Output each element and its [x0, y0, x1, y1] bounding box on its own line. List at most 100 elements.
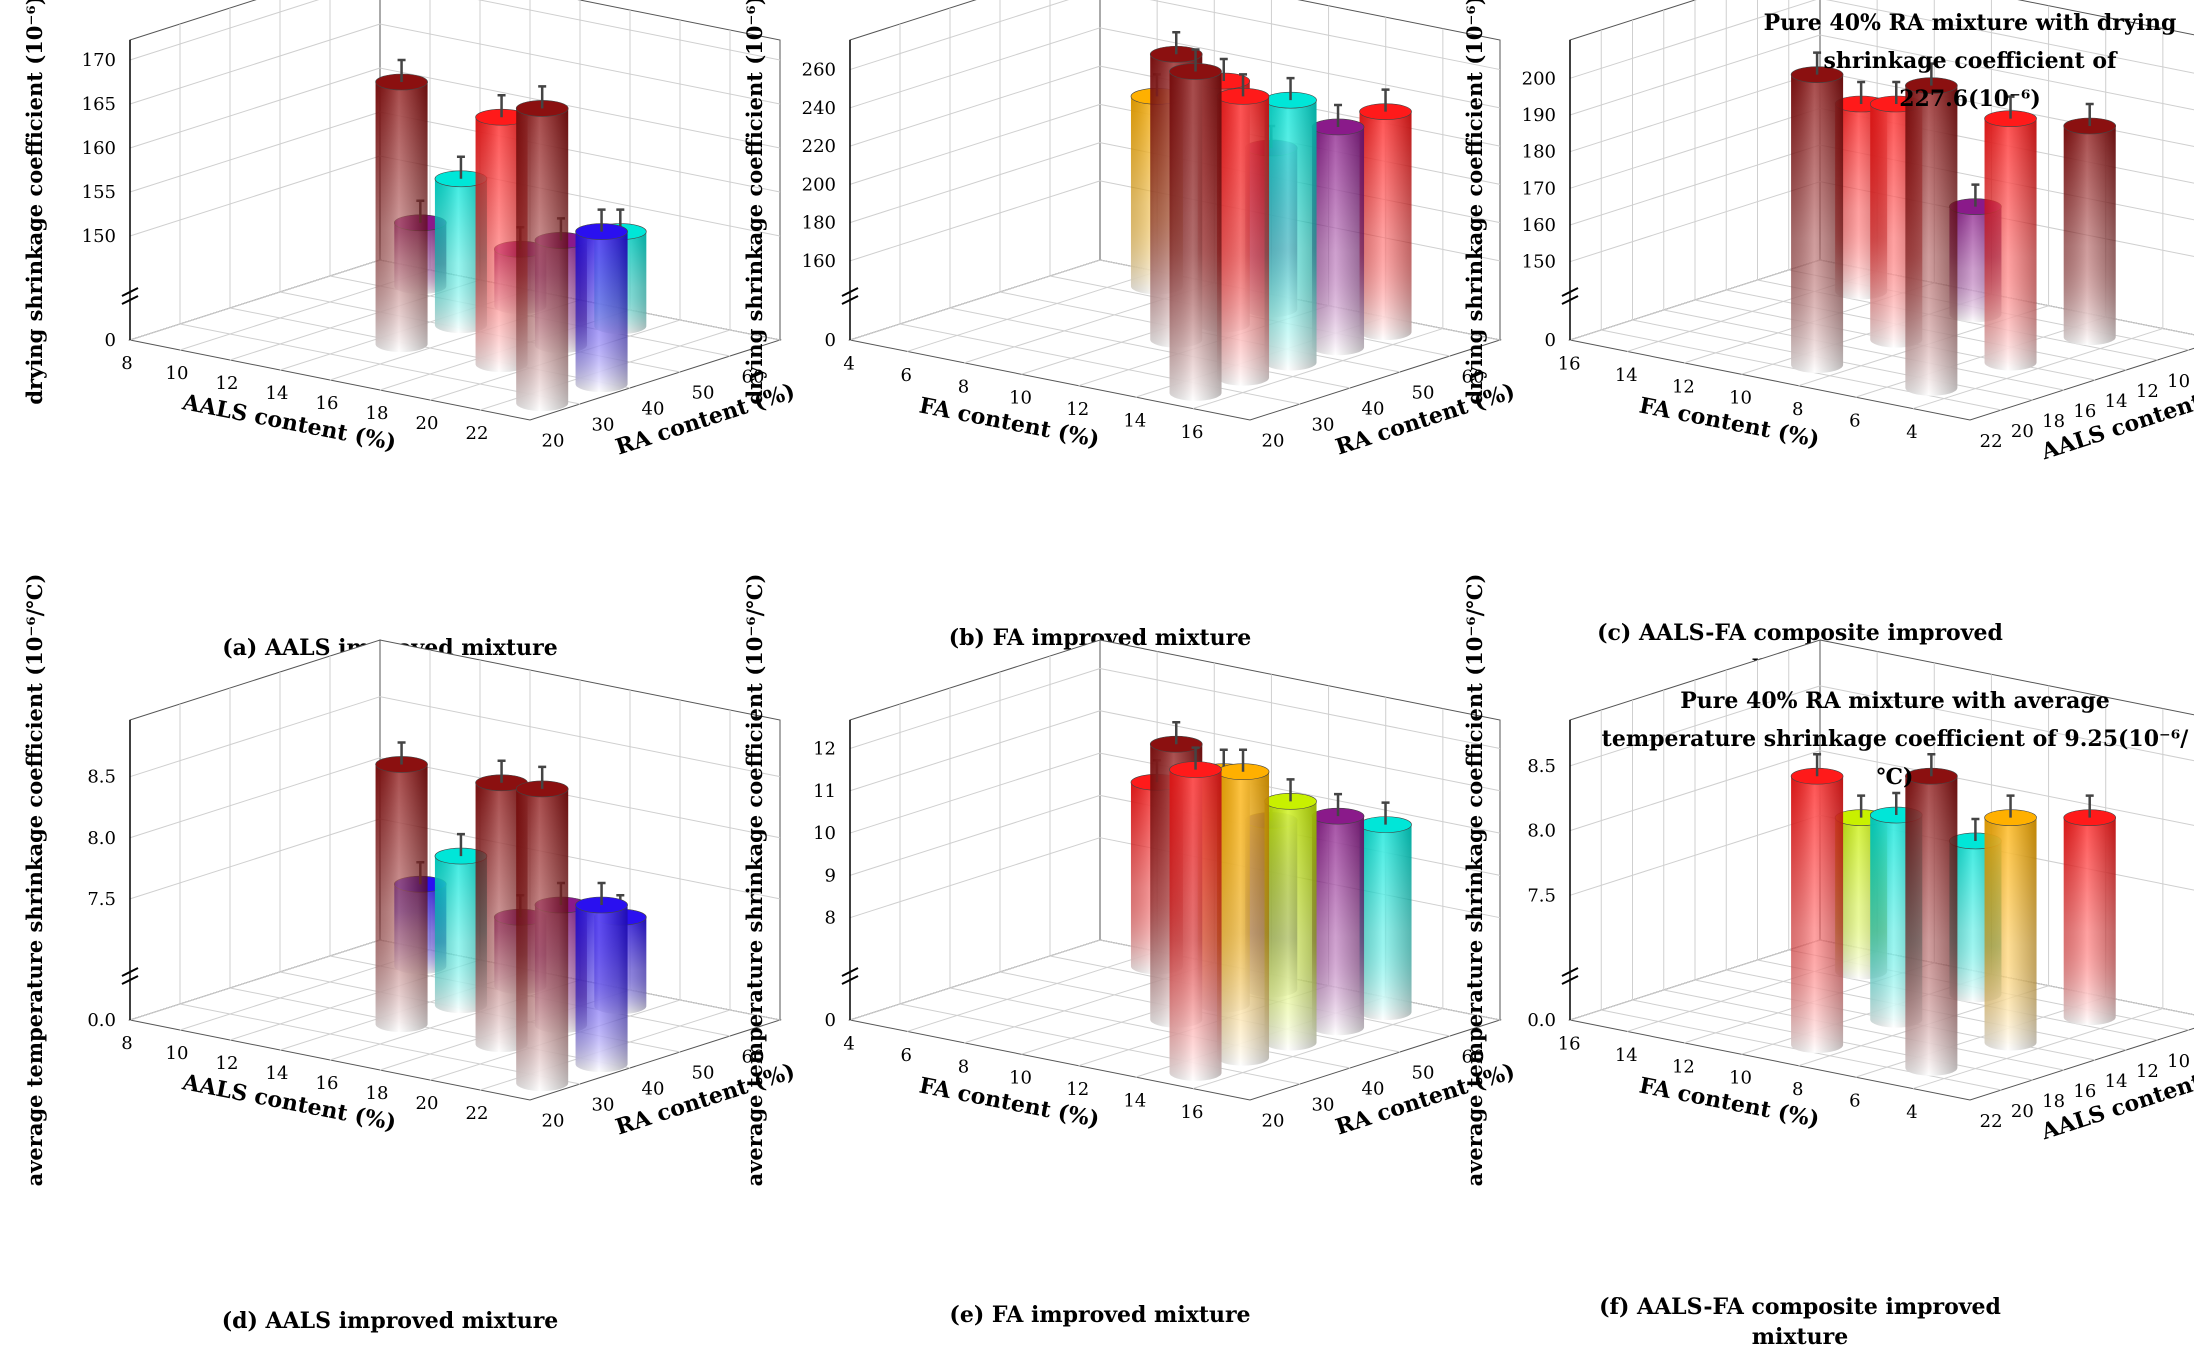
- error-bar: [597, 208, 606, 232]
- z-tick-label: 16: [2073, 401, 2096, 422]
- floor-grid-x: [906, 950, 1158, 1032]
- y-tick-label: 11: [813, 781, 836, 802]
- y-axis-label: drying shrinkage coefficient (10⁻⁶): [22, 0, 47, 405]
- bar-shading: [375, 764, 428, 1033]
- wall-grid-y: [849, 65, 1101, 147]
- wall-grid-y: [849, 710, 1101, 792]
- wall-grid-y: [1569, 107, 1821, 189]
- panel-e: 0 8 9 10 11 12 average temperature shrinkage c…: [730, 574, 1518, 1290]
- z-tick-label: 60: [1462, 366, 1485, 387]
- bar-cylinder: [1264, 778, 1317, 1051]
- bar-shading: [1984, 118, 2037, 371]
- wall-grid-y: [849, 752, 1101, 834]
- z-tick-label: 50: [1412, 382, 1435, 403]
- bar-shading: [1905, 776, 1958, 1076]
- x-tick-label: 14: [266, 1063, 289, 1084]
- x-tick-label: 10: [1009, 1068, 1032, 1089]
- wall-grid-y: [1569, 814, 1821, 896]
- wall-grid-y: [129, 67, 381, 149]
- x-tick-label: 12: [216, 373, 239, 394]
- bar-cylinder: [1359, 88, 1412, 341]
- z-tick-label: 60: [742, 1046, 765, 1067]
- bar-cylinder: [375, 58, 428, 353]
- y-tick-label: 180: [1522, 142, 1556, 163]
- bar-shading: [1169, 71, 1222, 401]
- bar-cylinder: [2063, 102, 2117, 346]
- panel-c: 0 150 160 170 180 190 200 drying shrinkage coef…: [1450, 0, 2194, 610]
- bar-cylinder: [475, 759, 528, 1053]
- bar-shading: [1217, 96, 1270, 386]
- z-tick-label: 20: [1262, 430, 1285, 451]
- z-tick-label: 14: [2105, 1071, 2128, 1092]
- wall-grid-y: [1569, 181, 1821, 263]
- error-bar: [2006, 95, 2015, 119]
- chart-d: 0.0 7.5 8.0 8.5 average temperature shrinkag…: [22, 574, 798, 1187]
- y-tick-label: 240: [802, 98, 836, 119]
- x-tick-label: 12: [1672, 1056, 1695, 1077]
- floor-grid-z: [949, 987, 1351, 1069]
- y-tick-label: 7.5: [1527, 885, 1556, 906]
- wall-grid-y: [1149, 0, 1501, 71]
- z-tick-label: 50: [692, 382, 715, 403]
- y-tick-label: 9: [825, 865, 836, 886]
- x-tick-label: 20: [416, 413, 439, 434]
- bar-shading: [434, 856, 487, 1014]
- wall-grid-y: [1099, 710, 1501, 792]
- bar-shading: [516, 108, 569, 412]
- error-bar: [1892, 791, 1901, 816]
- error-bar: [1239, 73, 1248, 97]
- wall-grid-y: [1569, 34, 1821, 116]
- z-tick-label: 30: [1312, 414, 1335, 435]
- z-tick-label: 40: [1362, 1078, 1385, 1099]
- x-tick-label: 12: [216, 1053, 239, 1074]
- wall-grid-y: [1569, 750, 1821, 832]
- wall-grid-y: [1819, 34, 2194, 111]
- y-tick-label: 170: [1522, 178, 1556, 199]
- error-bar: [1813, 51, 1822, 75]
- x-tick-label: 8: [958, 1056, 969, 1077]
- y-tick-label: 160: [82, 138, 116, 159]
- panel-f: 0.0 7.5 8.0 8.5 average temperature shrinkag…: [1450, 574, 2194, 1290]
- y-tick-label: 8.5: [87, 767, 116, 788]
- z-tick-label: 14: [2105, 391, 2128, 412]
- y-axis-label: average temperature shrinkage coefficien…: [22, 574, 47, 1187]
- bar-cylinder: [2063, 794, 2117, 1026]
- error-bar: [1172, 720, 1181, 745]
- wall-grid-y: [849, 939, 1101, 1021]
- y-tick-label: 170: [82, 50, 116, 71]
- x-tick-label: 8: [1792, 1079, 1803, 1100]
- caption-f: (f) AALS-FA composite improved mixture: [1599, 1294, 2001, 1350]
- bar-shading: [1264, 801, 1317, 1051]
- wall-grid-y: [1569, 0, 1817, 79]
- wall-grid-y: [849, 142, 1101, 224]
- bar-shading: [1984, 817, 2037, 1051]
- z-tick-label: 20: [1262, 1110, 1285, 1131]
- wall-grid-y: [1819, 750, 2194, 826]
- y-tick-label: 165: [82, 94, 116, 115]
- y-tick-label: 8.0: [1527, 821, 1556, 842]
- x-tick-label: 6: [1849, 1091, 1860, 1112]
- wall-grid-y: [129, 0, 320, 61]
- wall-grid-y: [477, 0, 781, 61]
- x-tick-label: 8: [1792, 399, 1803, 420]
- z-tick-label: 60: [742, 366, 765, 387]
- wall-grid-y: [849, 103, 1101, 185]
- x-tick-label: 4: [843, 353, 854, 374]
- note-c: Pure 40% RA mixture with drying shrinkag…: [1763, 10, 2177, 112]
- z-tick-label: 12: [2136, 381, 2159, 402]
- wall-grid-y: [849, 27, 1101, 109]
- z-tick-label: 20: [542, 430, 565, 451]
- wall-grid-y: [379, 155, 781, 237]
- y-axis-label: average temperature shrinkage coefficien…: [1462, 574, 1487, 1187]
- y-axis-label: average temperature shrinkage coefficien…: [742, 574, 767, 1187]
- wall-grid-y: [129, 111, 381, 193]
- y-tick-label: 0: [105, 330, 116, 351]
- z-tick-label: 22: [1980, 1111, 2003, 1132]
- y-tick-label: 12: [813, 738, 836, 759]
- y-tick-label: 7.5: [87, 889, 116, 910]
- bar-cylinder: [575, 208, 628, 393]
- error-bar: [2006, 794, 2015, 818]
- z-tick-label: 18: [2042, 1091, 2065, 1112]
- wall-grid-y: [849, 837, 1101, 919]
- z-tick-label: 10: [2167, 371, 2190, 392]
